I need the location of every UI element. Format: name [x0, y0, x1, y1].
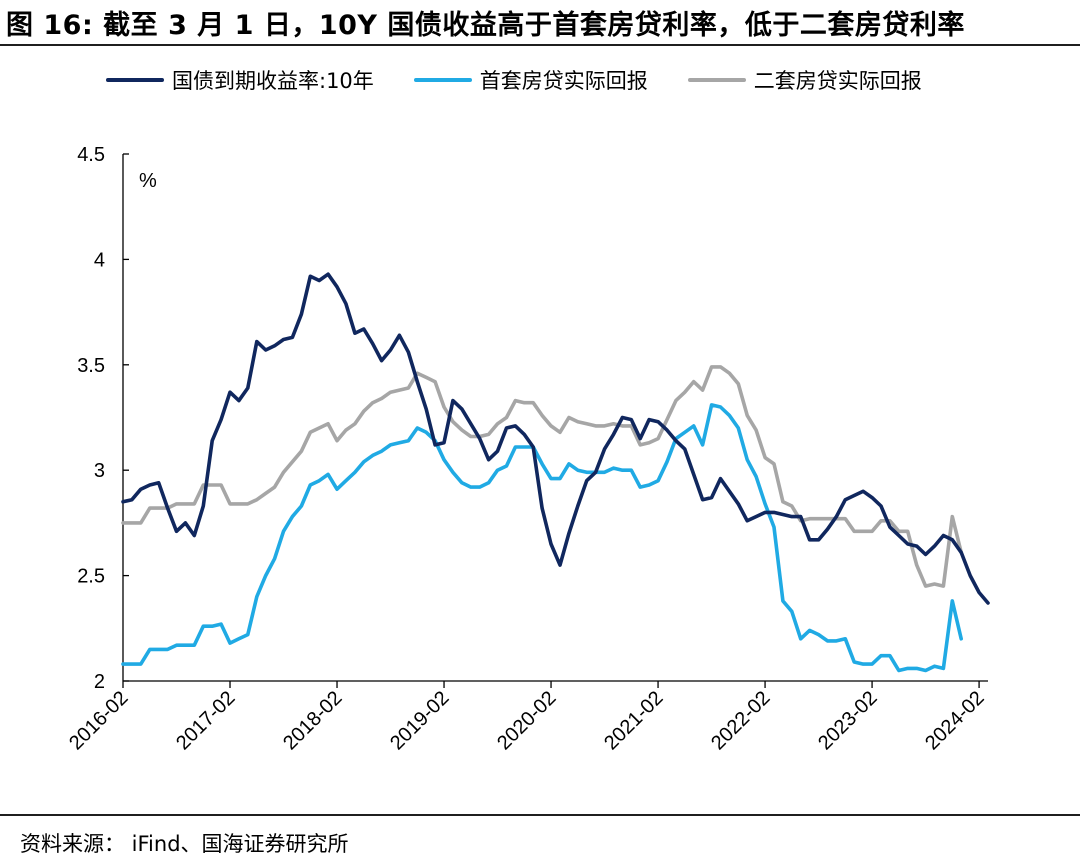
x-tick-label: 2017-02 [172, 687, 239, 754]
source-note: 资料来源： iFind、国海证券研究所 [20, 832, 349, 856]
x-tick-label: 2016-02 [65, 687, 132, 754]
legend-item-bond-yield: 国债到期收益率:10年 [106, 65, 374, 95]
legend-swatch-first-home [413, 78, 472, 82]
series-line-bond-yield [121, 272, 990, 605]
x-tick-label: 2023-02 [814, 687, 881, 754]
legend-swatch-second-home [687, 78, 746, 82]
series-line-first-home [121, 403, 964, 673]
legend-item-first-home: 首套房贷实际回报 [413, 65, 648, 95]
legend-item-second-home: 二套房贷实际回报 [687, 65, 922, 95]
y-tick-label: 2.5 [77, 566, 105, 588]
x-tick-label: 2022-02 [707, 687, 774, 754]
y-axis-label: % [139, 170, 157, 192]
y-tick-label: 2 [94, 671, 105, 693]
legend-swatch-bond-yield [106, 78, 164, 82]
y-tick-label: 4 [94, 249, 105, 271]
chart-axes: 2 2.5 3 3.5 4 4.5 2016-02 2017-02 2018-02 2019-02… [65, 144, 989, 754]
title-divider [0, 44, 1080, 46]
x-tick-label: 2019-02 [386, 687, 453, 754]
y-tick-label: 4.5 [77, 144, 105, 166]
legend-label-second-home: 二套房贷实际回报 [753, 69, 922, 93]
y-tick-label: 3.5 [77, 355, 105, 377]
x-tick-label: 2020-02 [493, 687, 560, 754]
legend-label-first-home: 首套房贷实际回报 [479, 69, 648, 93]
line-chart: 2 2.5 3 3.5 4 4.5 2016-02 2017-02 2018-02 2019-02… [65, 144, 990, 754]
legend-label-bond-yield: 国债到期收益率:10年 [172, 69, 374, 93]
x-tick-label: 2018-02 [279, 687, 346, 754]
y-tick-label: 3 [94, 460, 105, 482]
chart-title: 图 16: 截至 3 月 1 日，10Y 国债收益高于首套房贷利率，低于二套房贷… [6, 10, 965, 41]
x-tick-label: 2024-02 [921, 687, 988, 754]
series-line-second-home [121, 365, 964, 588]
footer-divider [0, 814, 1080, 816]
chart-legend: 国债到期收益率:10年 首套房贷实际回报 二套房贷实际回报 [106, 62, 962, 98]
chart-series [121, 272, 990, 673]
x-tick-label: 2021-02 [600, 687, 667, 754]
